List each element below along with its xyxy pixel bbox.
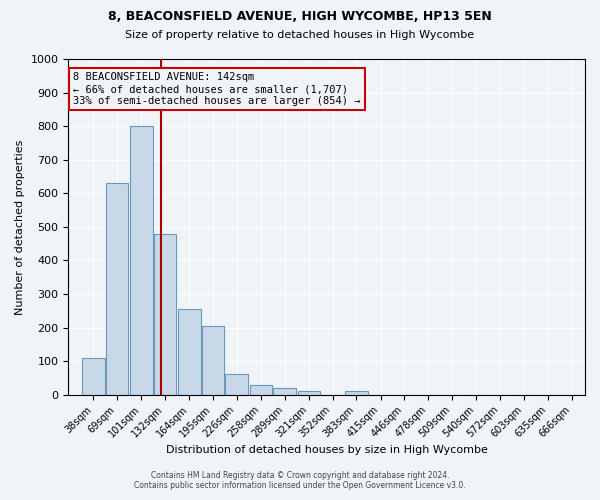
Text: 8, BEACONSFIELD AVENUE, HIGH WYCOMBE, HP13 5EN: 8, BEACONSFIELD AVENUE, HIGH WYCOMBE, HP… xyxy=(108,10,492,23)
Bar xyxy=(154,234,176,394)
Text: Contains HM Land Registry data © Crown copyright and database right 2024.
Contai: Contains HM Land Registry data © Crown c… xyxy=(134,470,466,490)
X-axis label: Distribution of detached houses by size in High Wycombe: Distribution of detached houses by size … xyxy=(166,445,488,455)
Bar xyxy=(345,392,368,394)
Bar xyxy=(202,326,224,394)
Bar xyxy=(130,126,153,394)
Bar xyxy=(273,388,296,394)
Y-axis label: Number of detached properties: Number of detached properties xyxy=(15,139,25,314)
Text: Size of property relative to detached houses in High Wycombe: Size of property relative to detached ho… xyxy=(125,30,475,40)
Bar xyxy=(106,183,128,394)
Bar xyxy=(298,392,320,394)
Bar xyxy=(250,384,272,394)
Bar xyxy=(225,374,248,394)
Bar xyxy=(178,309,201,394)
Text: 8 BEACONSFIELD AVENUE: 142sqm
← 66% of detached houses are smaller (1,707)
33% o: 8 BEACONSFIELD AVENUE: 142sqm ← 66% of d… xyxy=(73,72,361,106)
Bar xyxy=(82,358,105,395)
